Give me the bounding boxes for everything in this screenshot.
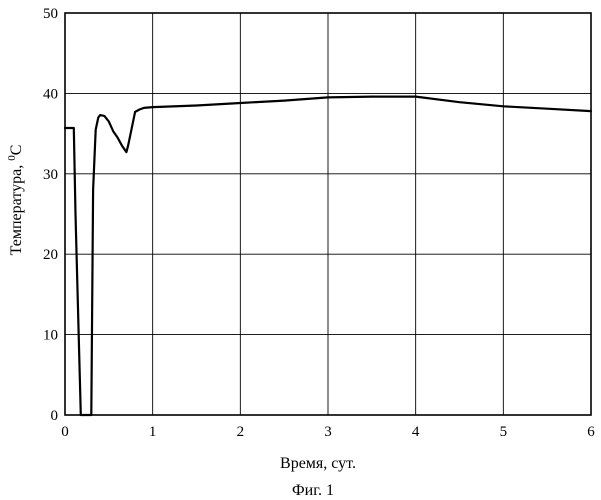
data-point	[503, 106, 504, 107]
x-tick-label: 4	[412, 424, 420, 440]
y-axis-title-unit: C	[8, 145, 25, 156]
data-point	[69, 127, 70, 128]
data-point	[459, 102, 460, 103]
data-point	[196, 105, 197, 106]
tick-labels: 0 1 2 3 4 5 6 0 10 20 30 40 50	[43, 6, 595, 440]
y-tick-label: 10	[43, 328, 58, 344]
data-point	[139, 109, 140, 110]
data-point	[92, 189, 93, 190]
data-point	[108, 121, 109, 122]
data-point	[128, 145, 129, 146]
data-point	[415, 96, 416, 97]
data-point	[240, 102, 241, 103]
x-tick-label: 0	[61, 424, 69, 440]
y-axis-title: Температура, 0C	[6, 145, 25, 256]
data-point	[126, 151, 127, 152]
y-tick-label: 0	[51, 408, 59, 424]
data-point	[143, 107, 144, 108]
data-point	[75, 213, 76, 214]
data-point	[71, 127, 72, 128]
x-tick-label: 3	[324, 424, 332, 440]
y-tick-label: 50	[43, 6, 58, 22]
data-point	[104, 115, 105, 116]
y-tick-label: 30	[43, 167, 58, 183]
grid	[65, 13, 591, 415]
y-axis-title-main: Температура,	[8, 161, 25, 256]
x-tick-label: 2	[237, 424, 245, 440]
data-point	[371, 96, 372, 97]
data-point	[73, 127, 74, 128]
y-tick-label: 20	[43, 247, 58, 263]
data-point	[117, 137, 118, 138]
x-tick-label: 5	[500, 424, 508, 440]
data-point	[121, 145, 122, 146]
data-point	[135, 111, 136, 112]
data-point	[95, 129, 96, 130]
data-point	[99, 115, 100, 116]
y-tick-label: 40	[43, 86, 58, 102]
data-point	[113, 131, 114, 132]
x-tick-label: 6	[587, 424, 595, 440]
data-point	[284, 100, 285, 101]
figure-caption: Фиг. 1	[292, 482, 334, 499]
data-point	[327, 97, 328, 98]
x-tick-label: 1	[149, 424, 157, 440]
x-axis-title: Время, сут.	[280, 455, 356, 472]
data-point	[98, 117, 99, 118]
data-point	[152, 106, 153, 107]
data-point	[547, 108, 548, 109]
